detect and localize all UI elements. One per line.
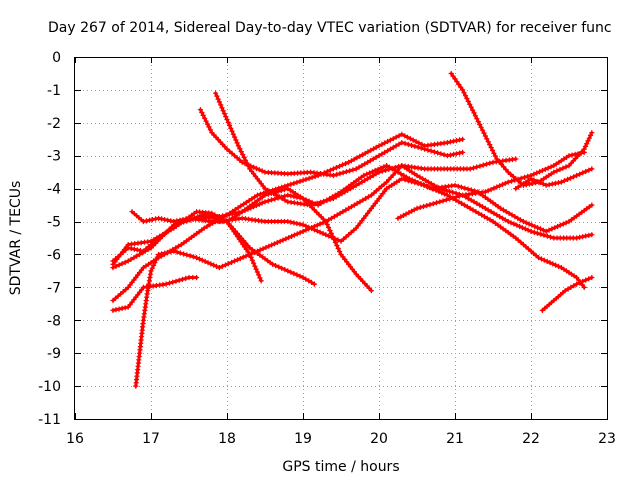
series-s5 (110, 274, 200, 313)
series-markers (448, 70, 595, 188)
series-s12 (448, 70, 595, 188)
series-s13 (513, 166, 595, 192)
series-s11 (395, 149, 587, 221)
series-s9 (213, 90, 519, 208)
series-markers (129, 163, 595, 234)
series-markers (216, 176, 587, 290)
y-tick-label: -3 (47, 149, 61, 165)
series-s10 (216, 176, 587, 290)
x-tick-label: 19 (294, 431, 312, 447)
series-markers (197, 107, 466, 179)
series-s8 (197, 107, 466, 179)
y-tick-label: -6 (47, 247, 61, 263)
x-tick-label: 16 (66, 431, 84, 447)
y-tick-label: -10 (38, 379, 61, 395)
y-tick-label: -5 (47, 215, 61, 231)
x-axis-label: GPS time / hours (282, 459, 399, 475)
x-tick-label: 20 (370, 431, 388, 447)
y-tick-label: -2 (47, 116, 61, 132)
y-tick-labels: 0 -1 -2 -3 -4 -5 -6 -7 -8 -9 -10 -11 (38, 50, 61, 428)
y-tick-label: -7 (47, 280, 61, 296)
y-tick-label: -9 (47, 346, 61, 362)
y-tick-label: -1 (47, 83, 61, 99)
y-axis-label: SDTVAR / TECUs (8, 181, 24, 296)
series-markers (395, 149, 587, 221)
series-markers (513, 166, 595, 192)
x-tick-label: 18 (218, 431, 236, 447)
x-tick-label: 21 (446, 431, 464, 447)
series-markers (539, 274, 595, 313)
y-tick-label: -4 (47, 182, 61, 198)
chart-title: Day 267 of 2014, Sidereal Day-to-day VTE… (48, 20, 612, 36)
x-tick-labels: 16 17 18 19 20 21 22 23 (66, 431, 616, 447)
series-markers (213, 90, 519, 208)
series-s14 (539, 274, 595, 313)
axis-ticks (75, 57, 608, 420)
x-tick-label: 17 (142, 431, 160, 447)
data-series (110, 70, 595, 389)
series-markers (110, 274, 200, 313)
x-tick-label: 23 (598, 431, 616, 447)
y-tick-label: 0 (52, 50, 61, 66)
plot-frame (74, 57, 608, 420)
x-tick-label: 22 (522, 431, 540, 447)
y-tick-label: -8 (47, 313, 61, 329)
y-tick-label: -11 (38, 412, 61, 428)
